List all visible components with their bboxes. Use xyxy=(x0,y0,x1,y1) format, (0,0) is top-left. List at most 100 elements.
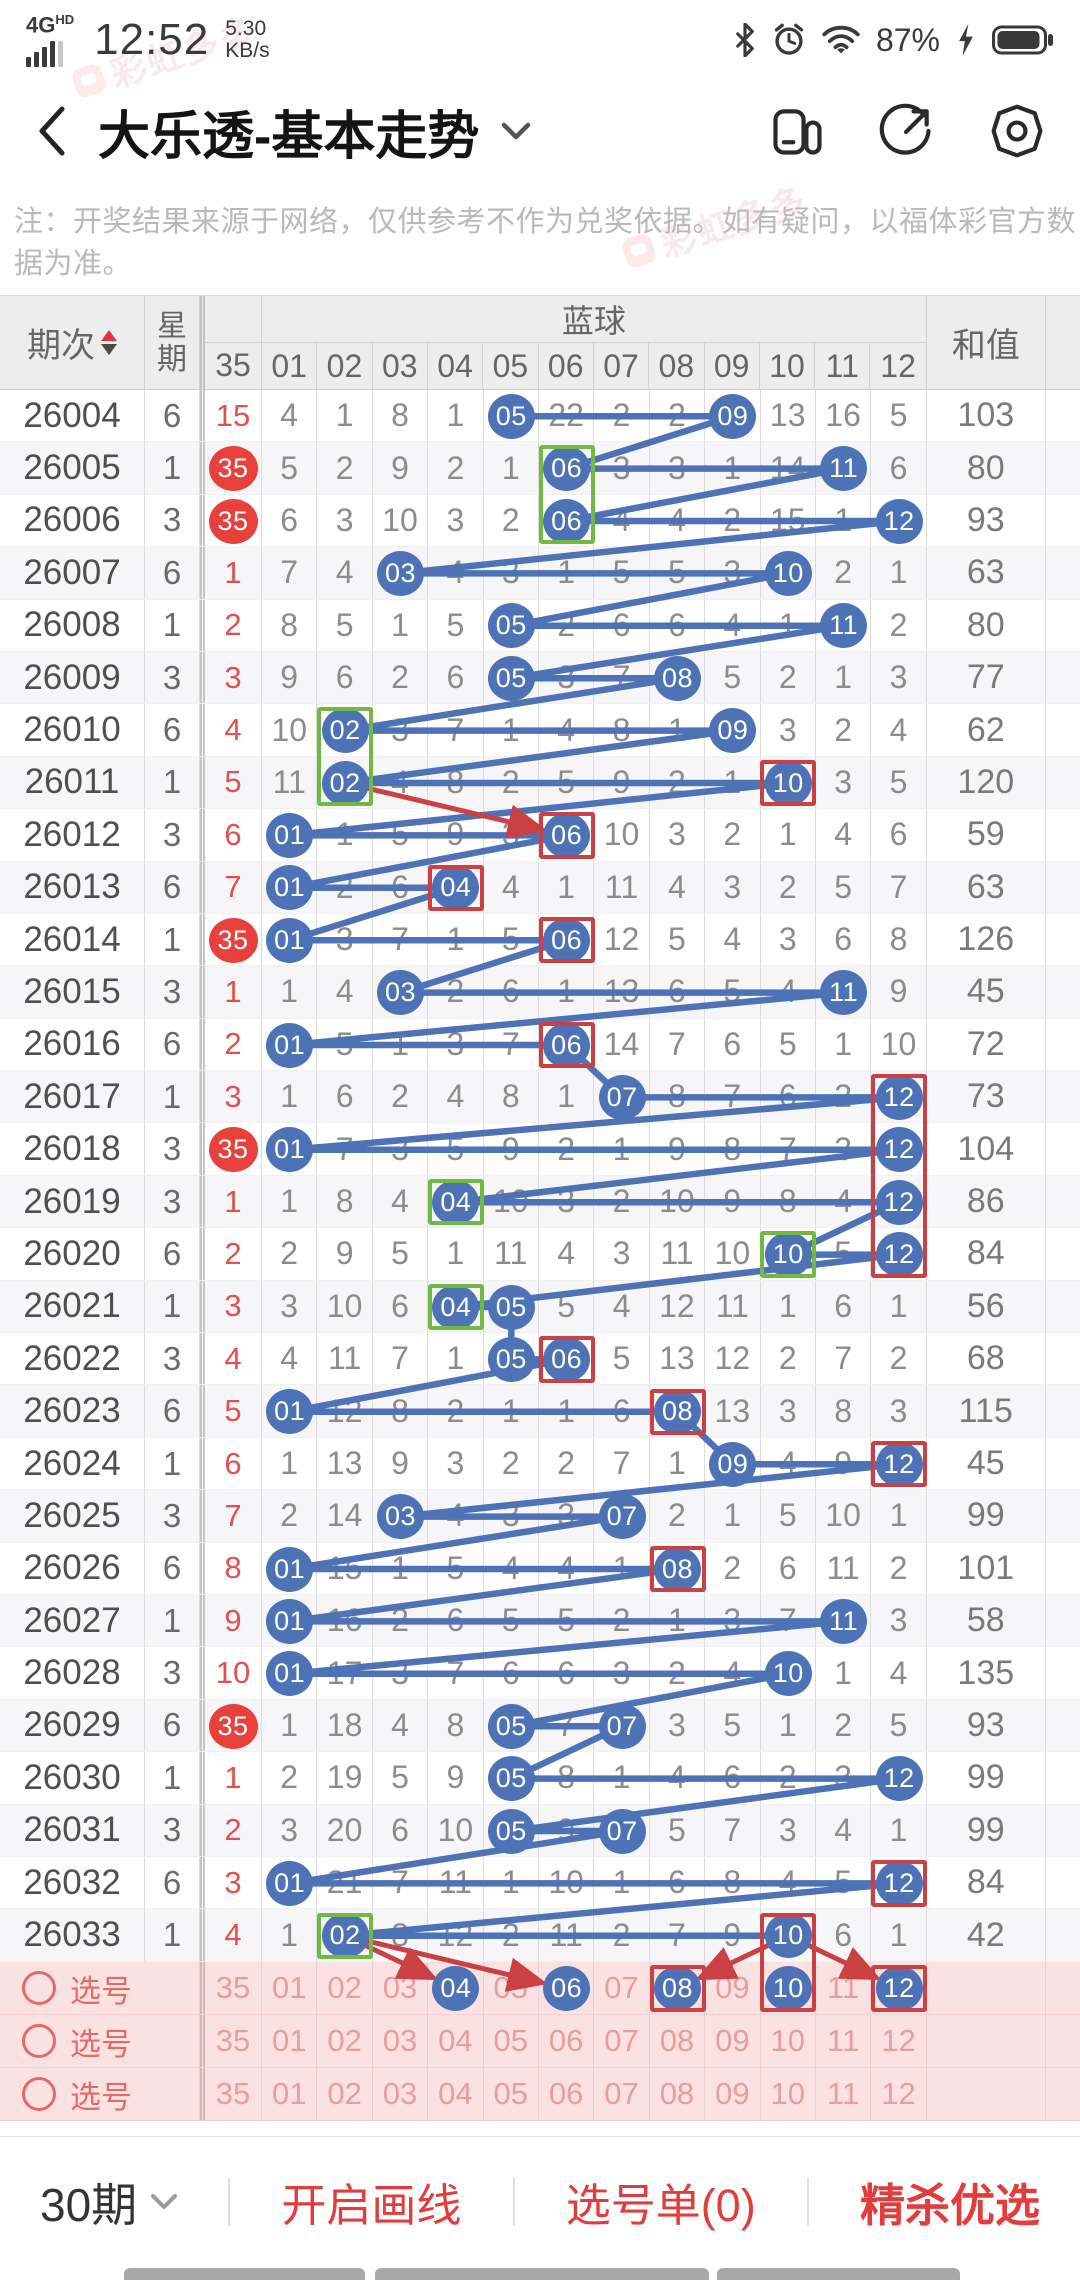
selection-number[interactable]: 02 xyxy=(317,2015,373,2067)
cell-week: 6 xyxy=(145,1699,200,1752)
selection-number[interactable]: 10 xyxy=(761,2068,816,2120)
premium-picks-button[interactable]: 精杀优选 xyxy=(859,2180,1040,2231)
cell-35: 8 xyxy=(200,1542,262,1594)
title-dropdown-chevron-icon[interactable] xyxy=(501,122,531,140)
cell-sum: 77 xyxy=(927,651,1046,704)
cell-miss-count: 6 xyxy=(816,1280,872,1333)
table-row: 26010 6 4 10 3 7 1 4 8 1 3 2 4 62 xyxy=(0,704,1080,757)
selection-number[interactable]: 03 xyxy=(373,2015,429,2067)
cell-miss-count: 3 xyxy=(594,1228,650,1280)
cell-miss-count xyxy=(871,1437,927,1490)
selection-number[interactable]: 09 xyxy=(705,1962,761,2014)
selection-number[interactable]: 07 xyxy=(594,2068,650,2120)
cell-miss-count: 12 xyxy=(594,913,650,966)
cell-miss-count: 10 xyxy=(705,1228,761,1280)
selection-number[interactable]: 07 xyxy=(594,1962,650,2014)
selection-number[interactable]: 02 xyxy=(317,1962,373,2014)
selection-number[interactable] xyxy=(428,1962,484,2014)
cell-miss-count: 5 xyxy=(262,442,318,494)
radio-circle-icon[interactable] xyxy=(22,1971,56,2005)
sort-icon[interactable] xyxy=(101,330,117,355)
selection-number[interactable]: 06 xyxy=(539,2068,595,2120)
selection-number[interactable]: 04 xyxy=(428,2015,484,2067)
cell-miss-count: 1 xyxy=(816,1018,872,1071)
selection-number[interactable]: 04 xyxy=(428,2068,484,2120)
cell-miss-count: 10 xyxy=(871,1018,927,1071)
selection-number[interactable]: 08 xyxy=(650,2015,706,2067)
selection-number[interactable]: 01 xyxy=(262,1962,318,2014)
selection-number[interactable] xyxy=(650,1962,706,2014)
cell-week: 1 xyxy=(145,756,200,809)
cell-miss-count: 9 xyxy=(262,651,318,704)
selection-number[interactable]: 09 xyxy=(705,2015,761,2067)
cell-sum: 84 xyxy=(927,1228,1046,1280)
selection-number[interactable]: 10 xyxy=(761,2015,816,2067)
cell-miss-count: 3 xyxy=(317,913,373,966)
selection-number[interactable]: 11 xyxy=(816,1962,872,2014)
cell-edge xyxy=(1046,914,1079,965)
cell-miss-count: 2 xyxy=(816,1071,872,1123)
cell-miss-count: 6 xyxy=(594,1385,650,1437)
cell-miss-count xyxy=(484,1752,539,1804)
cell-edge xyxy=(1046,1805,1079,1856)
selection-number[interactable]: 11 xyxy=(816,2015,872,2067)
settings-icon[interactable] xyxy=(988,102,1046,160)
selection-number[interactable] xyxy=(539,1962,595,2014)
cell-miss-count: 4 xyxy=(761,1856,816,1909)
cell-miss-count xyxy=(262,809,318,861)
cell-miss-count: 1 xyxy=(871,1490,927,1542)
selection-number[interactable]: 35 xyxy=(200,2015,262,2067)
header-ball-col: 10 xyxy=(760,343,816,389)
cell-period: 26005 xyxy=(0,442,145,494)
selection-number[interactable] xyxy=(871,1962,927,2014)
selection-number[interactable]: 06 xyxy=(539,2015,595,2067)
selection-number[interactable]: 01 xyxy=(262,2068,318,2120)
selection-label[interactable]: 选号 xyxy=(0,2068,200,2120)
selection-label[interactable]: 选号 xyxy=(0,2015,200,2067)
selection-number[interactable]: 05 xyxy=(484,2068,539,2120)
compare-charts-icon[interactable] xyxy=(768,102,826,160)
selection-number[interactable]: 11 xyxy=(816,2068,872,2120)
selection-label[interactable]: 选号 xyxy=(0,1962,200,2014)
ticket-button[interactable]: 选号单(0) xyxy=(565,2180,756,2231)
selection-number[interactable]: 35 xyxy=(200,2068,262,2120)
cell-miss-count: 2 xyxy=(262,1228,318,1280)
selection-number[interactable]: 07 xyxy=(594,2015,650,2067)
selection-number[interactable]: 12 xyxy=(871,2015,927,2067)
draw-line-button[interactable]: 开启画线 xyxy=(281,2180,462,2231)
cell-edge xyxy=(1046,1438,1079,1489)
selection-number[interactable]: 05 xyxy=(484,1962,539,2014)
selection-number[interactable]: 01 xyxy=(262,2015,318,2067)
cell-period: 26018 xyxy=(0,1123,145,1175)
share-icon[interactable] xyxy=(878,102,936,160)
selection-number[interactable]: 05 xyxy=(484,2015,539,2067)
cell-miss-count: 21 xyxy=(317,1856,373,1909)
cell-miss-count: 8 xyxy=(317,1175,373,1228)
selection-number[interactable]: 35 xyxy=(200,1962,262,2014)
selection-number[interactable]: 09 xyxy=(705,2068,761,2120)
cell-miss-count xyxy=(705,390,761,442)
cell-miss-count xyxy=(816,1594,872,1647)
cell-sum: 59 xyxy=(927,809,1046,861)
cell-miss-count: 15 xyxy=(317,1542,373,1594)
back-icon[interactable] xyxy=(34,102,68,160)
header-ball-col: 12 xyxy=(880,347,916,384)
cell-week: 1 xyxy=(145,1437,200,1490)
selection-number[interactable] xyxy=(761,1962,816,2014)
selection-number[interactable]: 03 xyxy=(373,1962,429,2014)
cell-period: 26015 xyxy=(0,966,145,1018)
cell-miss-count xyxy=(705,1437,761,1490)
selection-number[interactable]: 12 xyxy=(871,2068,927,2120)
cell-miss-count: 2 xyxy=(262,1490,318,1542)
periods-selector[interactable]: 30期 xyxy=(40,2169,178,2235)
radio-circle-icon[interactable] xyxy=(22,2077,56,2111)
header-col-35: 35 xyxy=(215,347,251,384)
selection-number[interactable]: 03 xyxy=(373,2068,429,2120)
selection-number[interactable]: 02 xyxy=(317,2068,373,2120)
cell-miss-count: 5 xyxy=(871,1699,927,1752)
cell-period: 26020 xyxy=(0,1228,145,1280)
radio-circle-icon[interactable] xyxy=(22,2024,56,2058)
cell-edge xyxy=(1046,1071,1079,1122)
header-period[interactable]: 期次 xyxy=(0,296,145,389)
selection-number[interactable]: 08 xyxy=(650,2068,706,2120)
